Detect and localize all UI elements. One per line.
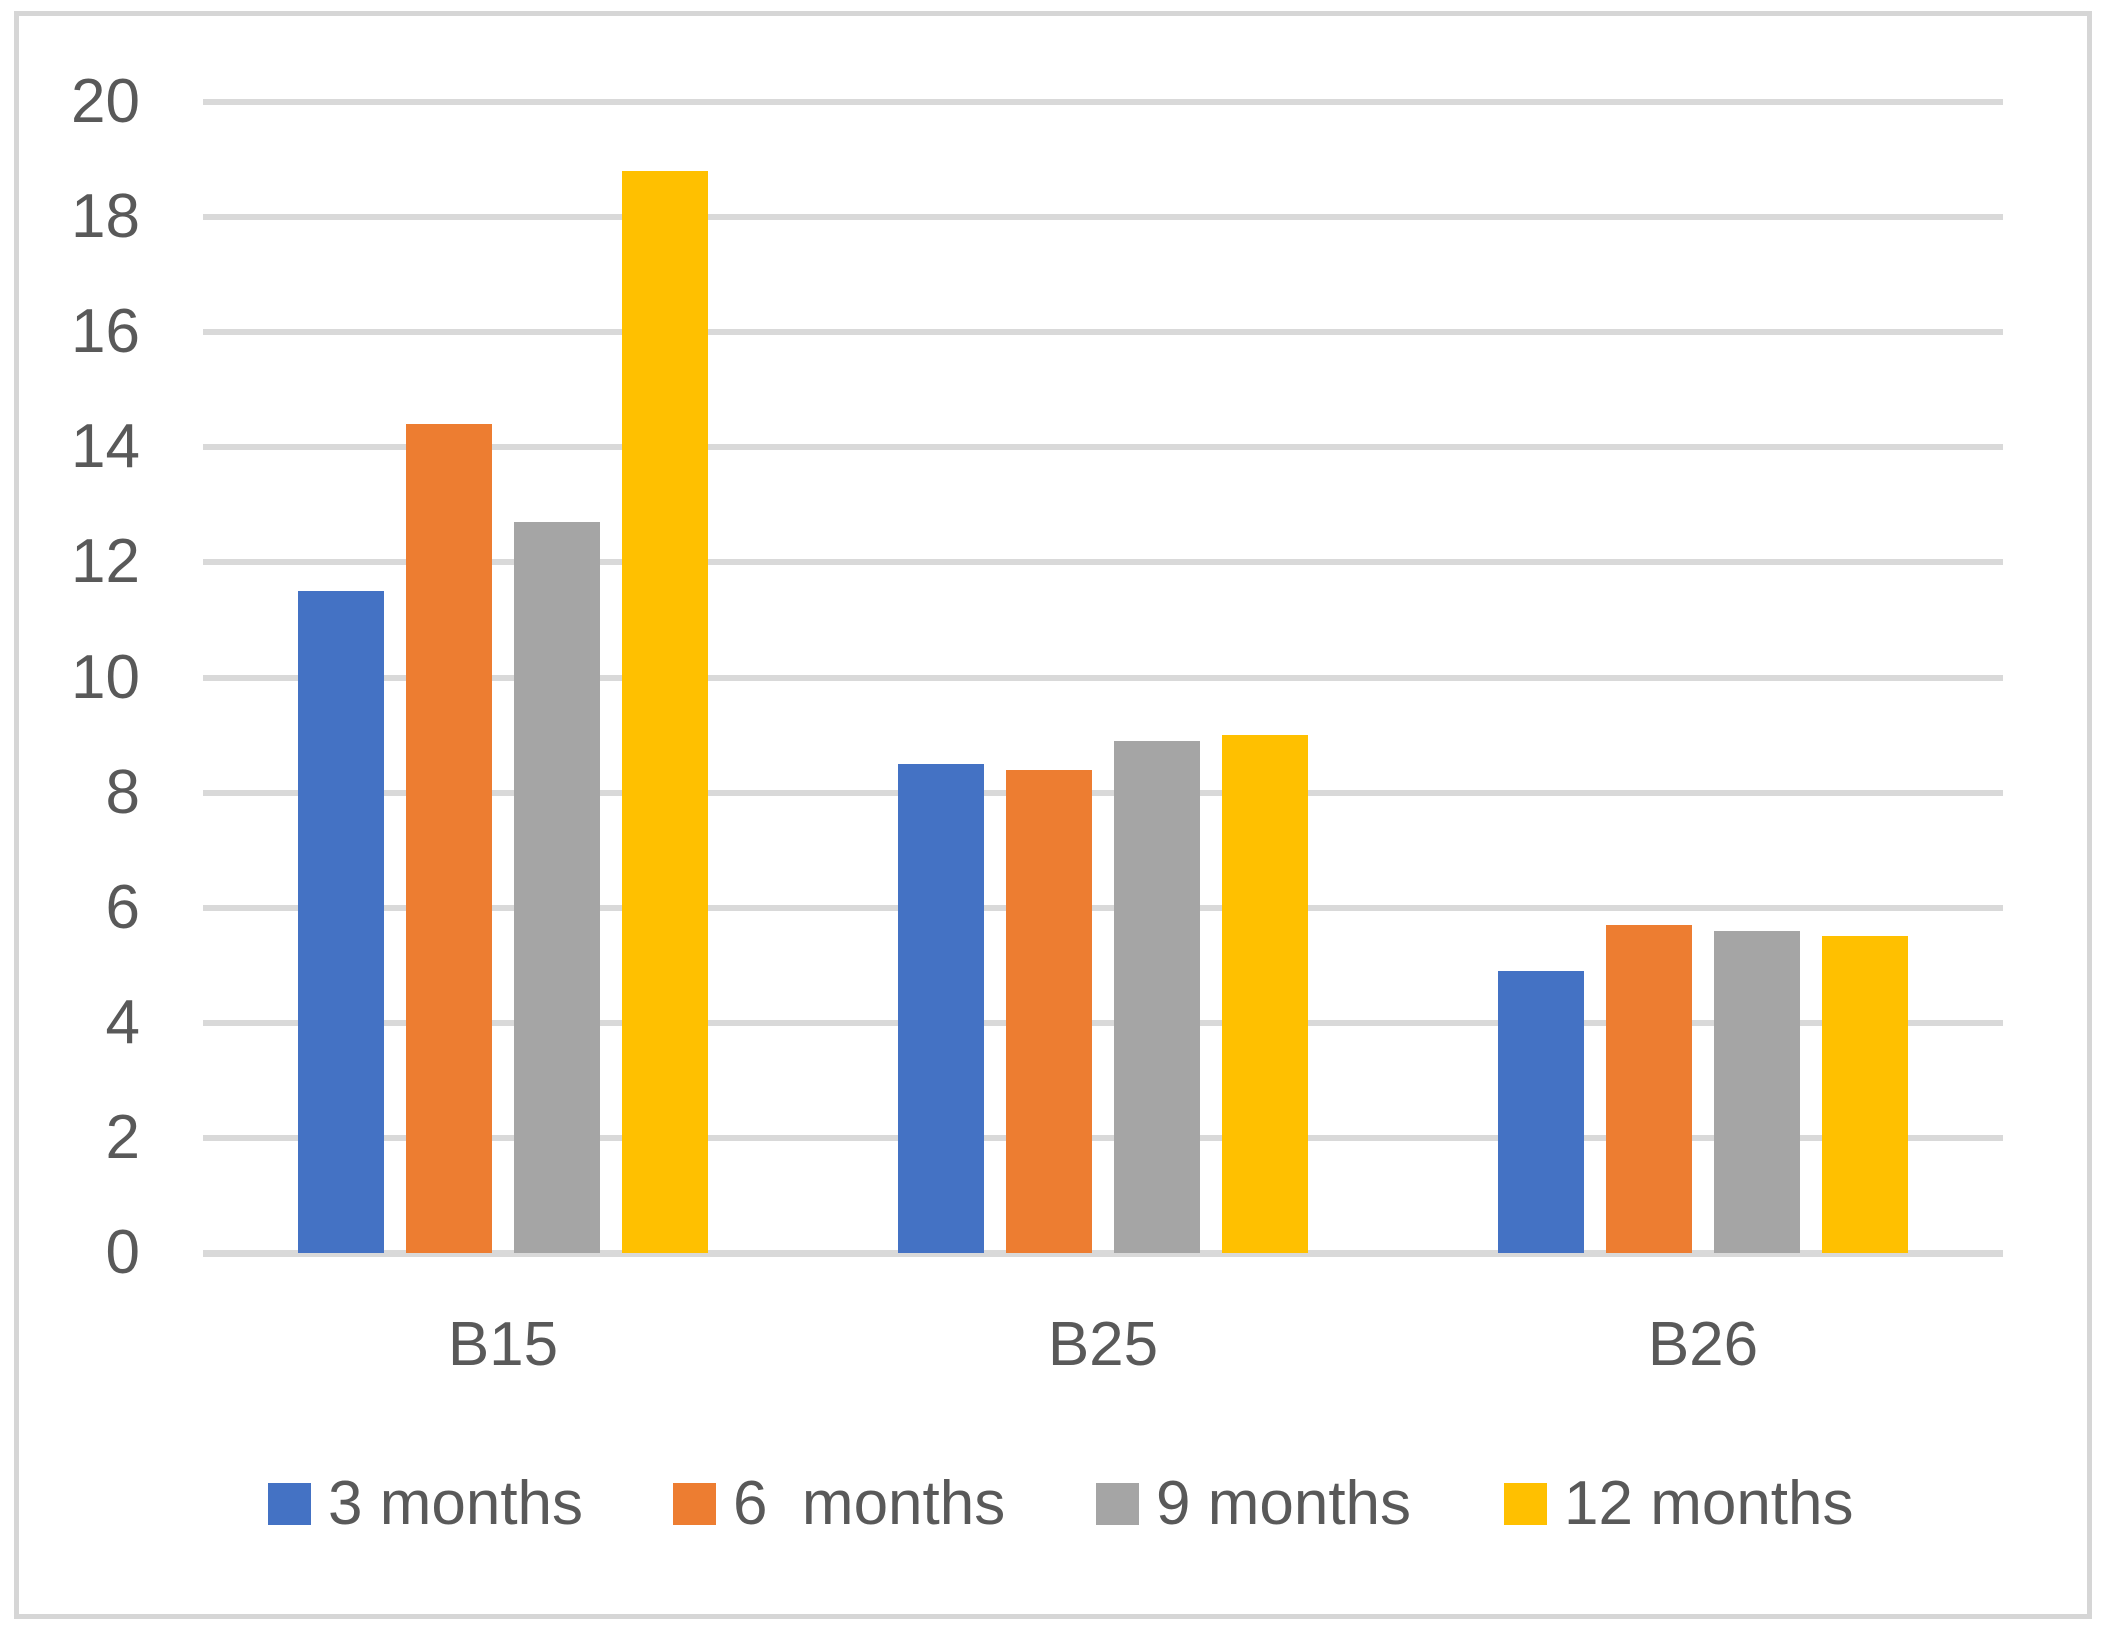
bar-B25-3-months: [898, 763, 984, 1253]
gridline-y10: [203, 674, 2003, 681]
legend-swatch-icon: [1096, 1483, 1139, 1525]
legend-item-12-months: 12 months: [1504, 1472, 1854, 1536]
y-tick-label-14: 14: [71, 412, 140, 482]
gridline-y6: [203, 904, 2003, 911]
bar-B26-12-months: [1822, 936, 1908, 1253]
bar-B15-9-months: [514, 522, 600, 1253]
plot-area: [203, 99, 2003, 1257]
bar-B26-6-months: [1606, 924, 1692, 1253]
y-tick-label-10: 10: [71, 642, 140, 712]
category-label-B26: B26: [1647, 1310, 1759, 1379]
gridline-y16: [203, 329, 2003, 336]
chart-border-frame: [14, 11, 2092, 1619]
bar-B15-3-months: [298, 591, 384, 1253]
legend-swatch-icon: [1504, 1483, 1547, 1525]
y-tick-label-2: 2: [105, 1102, 140, 1172]
gridline-y4: [203, 1019, 2003, 1026]
category-label-B25: B25: [1047, 1310, 1159, 1379]
y-tick-label-0: 0: [105, 1218, 140, 1287]
legend-swatch-icon: [268, 1483, 311, 1525]
legend-item-3-months: 3 months: [268, 1472, 583, 1536]
y-tick-label-16: 16: [71, 297, 140, 367]
y-tick-label-6: 6: [105, 872, 140, 942]
legend-label: 6 months: [733, 1469, 1006, 1538]
bar-B25-6-months: [1006, 769, 1092, 1253]
category-label-B15: B15: [447, 1310, 559, 1379]
x-axis-line: [203, 1249, 2003, 1257]
legend-label: 3 months: [328, 1469, 584, 1538]
bar-B25-12-months: [1222, 735, 1308, 1253]
legend-item-6-months: 6 months: [673, 1472, 1005, 1536]
gridline-y8: [203, 789, 2003, 796]
gridline-y14: [203, 444, 2003, 451]
legend-label: 9 months: [1156, 1469, 1412, 1538]
bar-B25-9-months: [1114, 740, 1200, 1253]
legend-item-9-months: 9 months: [1096, 1472, 1411, 1536]
y-tick-label-8: 8: [105, 757, 140, 827]
y-tick-label-18: 18: [71, 182, 140, 252]
bar-B26-9-months: [1714, 930, 1800, 1253]
gridline-y2: [203, 1134, 2003, 1141]
y-tick-label-4: 4: [105, 987, 140, 1057]
legend-label: 12 months: [1564, 1469, 1854, 1538]
bar-B26-3-months: [1498, 971, 1584, 1253]
gridline-y12: [203, 559, 2003, 566]
bar-B15-6-months: [406, 424, 492, 1253]
y-tick-label-12: 12: [71, 527, 140, 597]
gridline-y20: [203, 99, 2003, 105]
y-tick-label-20: 20: [71, 67, 140, 136]
gridline-y18: [203, 214, 2003, 221]
bar-B15-12-months: [622, 171, 708, 1253]
legend-swatch-icon: [673, 1483, 716, 1525]
